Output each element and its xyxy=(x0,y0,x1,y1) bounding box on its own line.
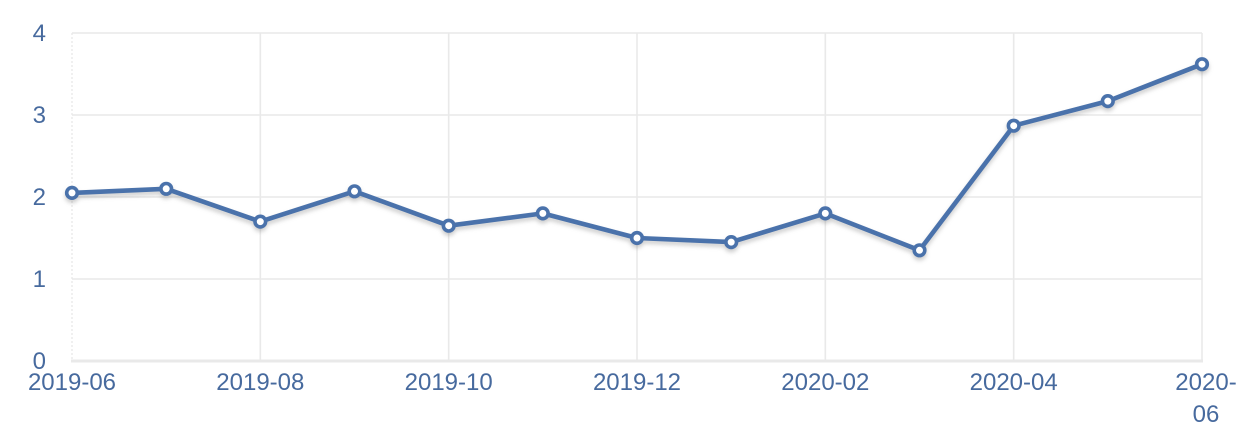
data-point-marker xyxy=(441,218,456,233)
data-point-marker xyxy=(253,214,268,229)
y-tick-label: 3 xyxy=(33,102,46,129)
y-tick-label: 0 xyxy=(33,348,46,375)
data-point-marker xyxy=(629,230,645,246)
x-tick-label: 2019-10 xyxy=(405,369,493,396)
data-point-marker xyxy=(1100,93,1115,109)
data-point-marker xyxy=(724,235,739,250)
data-point-marker xyxy=(535,206,550,221)
data-point-marker xyxy=(347,184,362,199)
x-tick-label: 2019-06 xyxy=(28,369,116,396)
data-point-marker xyxy=(1006,118,1021,133)
data-point-marker xyxy=(1194,57,1210,72)
x-tick-label: 2019-12 xyxy=(593,369,681,396)
series-group xyxy=(64,57,1210,258)
data-point-marker xyxy=(64,185,80,200)
x-tick-label: 2020-02 xyxy=(781,369,869,396)
y-tick-label: 2 xyxy=(33,184,46,211)
x-tick-label: 2019-08 xyxy=(216,369,304,396)
y-tick-label: 1 xyxy=(33,266,46,293)
x-tick-label: 2020-06 xyxy=(1175,369,1236,428)
data-point-marker xyxy=(912,243,927,258)
data-point-marker xyxy=(818,206,833,221)
data-point-marker xyxy=(159,181,174,196)
y-tick-label: 4 xyxy=(33,20,46,47)
x-tick-label: 2020-04 xyxy=(970,369,1058,396)
